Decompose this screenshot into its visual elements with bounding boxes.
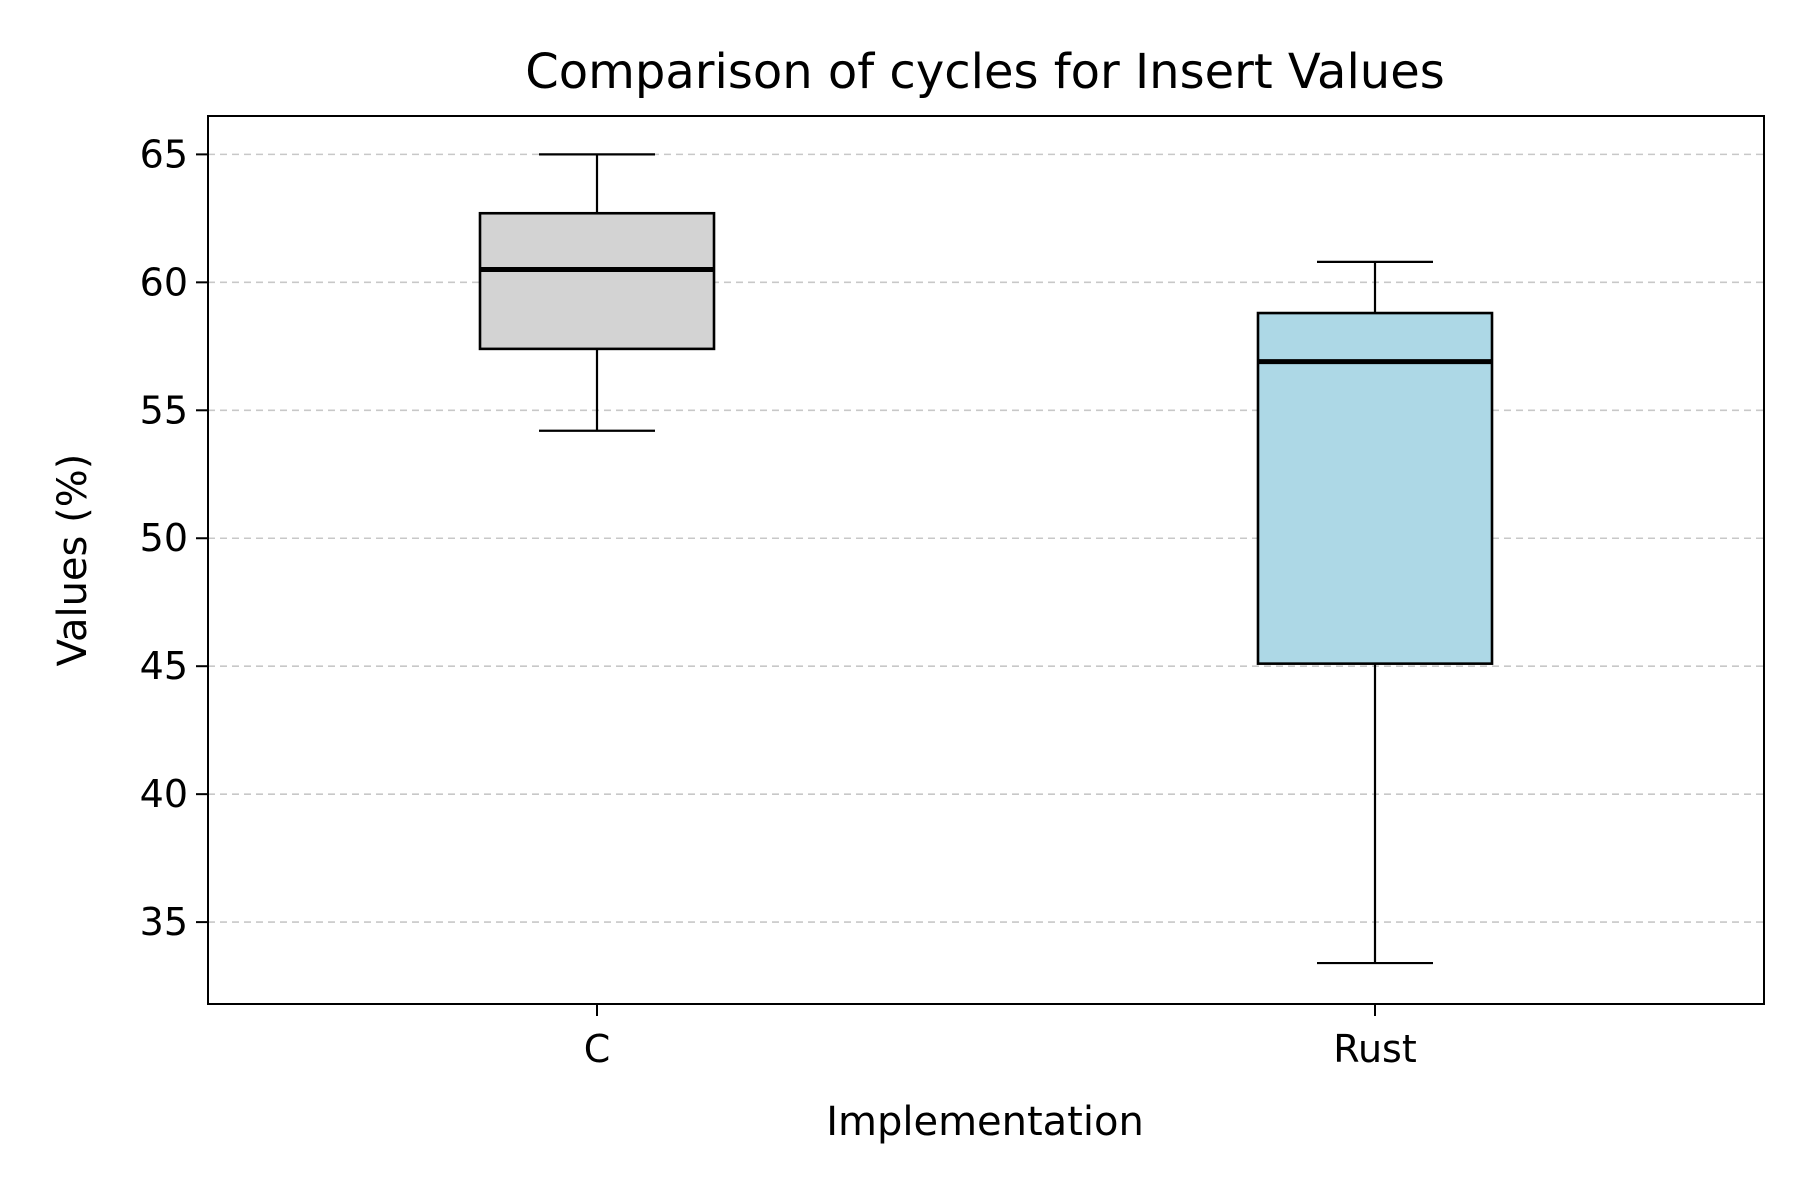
y-tick-label: 40 [140, 772, 188, 816]
y-tick-label: 50 [140, 516, 188, 560]
y-tick-label: 45 [140, 644, 188, 688]
chart-title: Comparison of cycles for Insert Values [525, 44, 1445, 100]
box-series [478, 153, 1494, 965]
x-axis-title: Implementation [826, 1099, 1144, 1145]
x-tick-label: C [584, 1027, 611, 1071]
box-group-rust [1256, 260, 1494, 965]
box-group-c [478, 153, 716, 432]
y-tick-label: 55 [140, 388, 188, 432]
interquartile-box [478, 211, 716, 351]
x-tick-label: Rust [1333, 1027, 1416, 1071]
y-tick-label: 35 [140, 900, 188, 944]
grid-lines [208, 153, 1764, 923]
interquartile-box [1256, 311, 1494, 665]
x-axis-ticks: C Rust [584, 1004, 1417, 1071]
y-tick-label: 60 [140, 260, 188, 304]
plot-area-frame [207, 115, 1765, 1005]
y-axis-ticks: 35 40 45 50 55 60 65 [140, 132, 208, 944]
y-axis-title: Values (%) [50, 454, 96, 667]
y-tick-label: 65 [140, 132, 188, 176]
